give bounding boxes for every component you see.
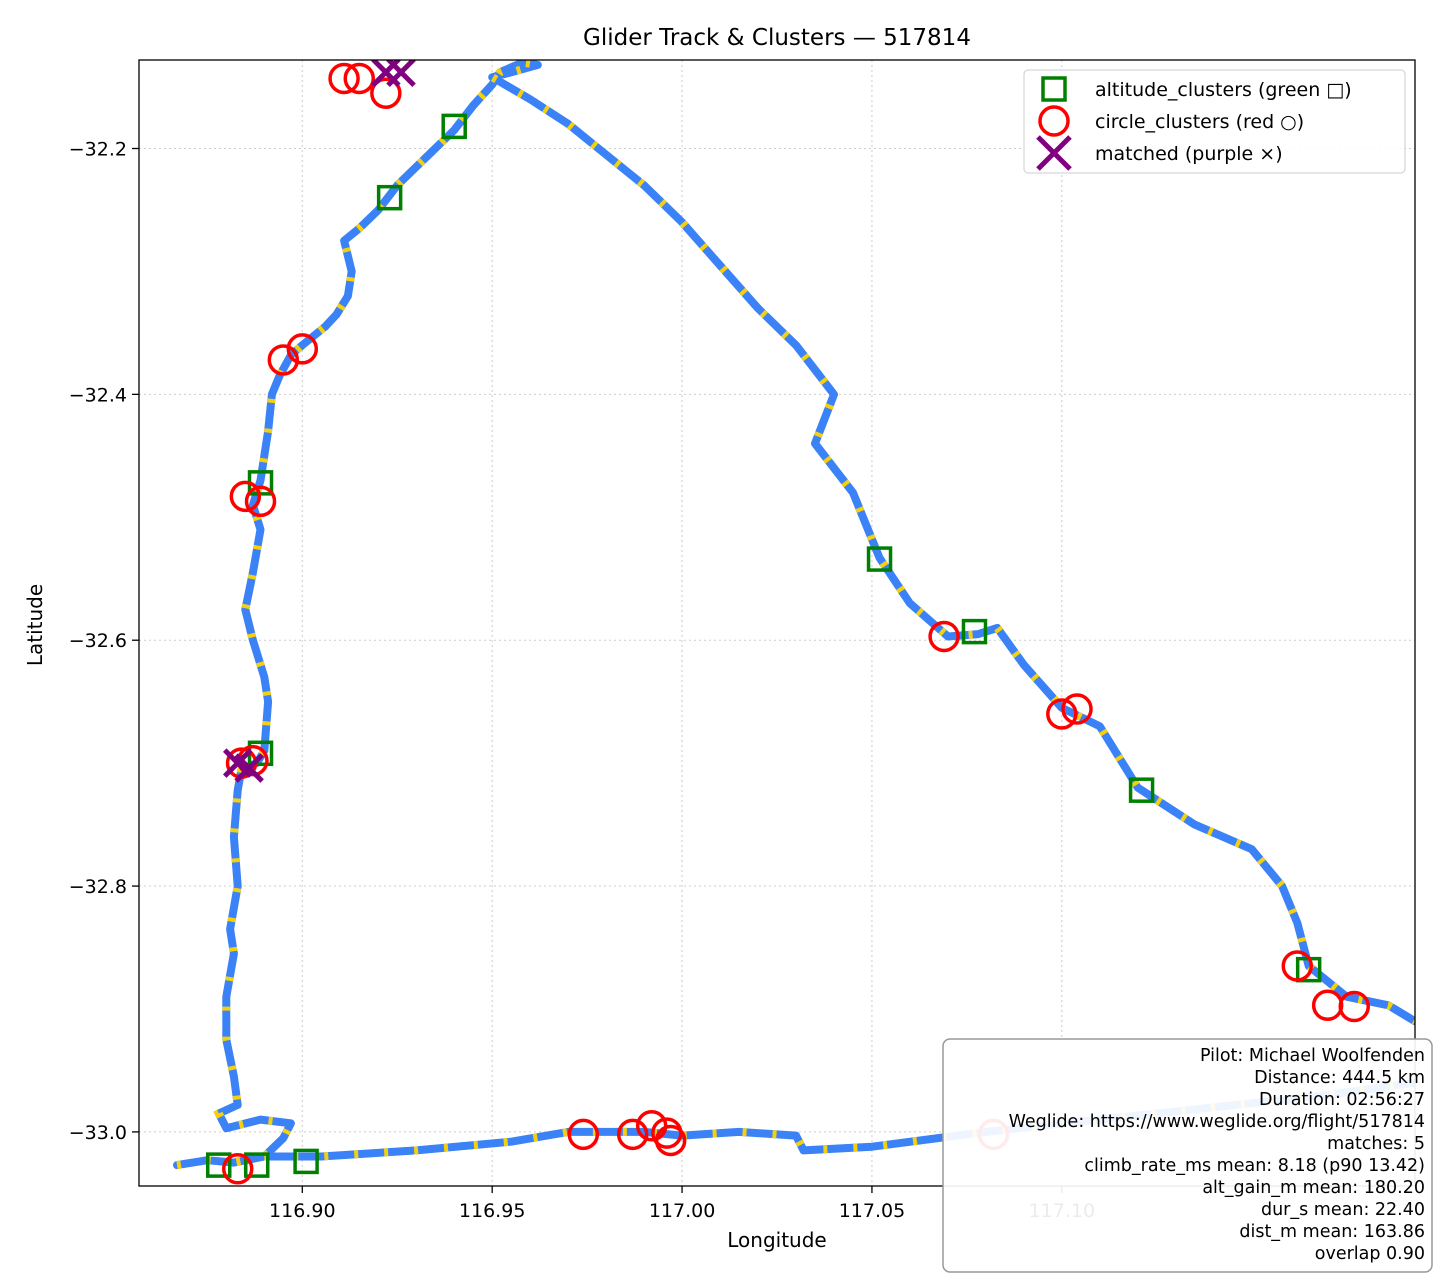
altitude-cluster-marker <box>441 113 467 140</box>
altitude-cluster-marker <box>1128 777 1155 803</box>
track-line-highlight <box>176 60 1415 1170</box>
chart-title: Glider Track & Clusters — 517814 <box>583 25 971 51</box>
circle-cluster-marker <box>616 1118 649 1151</box>
circle-cluster-marker <box>328 62 360 95</box>
altitude-cluster-marker <box>243 1152 270 1178</box>
circle-cluster-marker <box>1338 990 1370 1023</box>
info-line: alt_gain_m mean: 180.20 <box>1202 1178 1425 1198</box>
circle-cluster-marker <box>343 62 376 95</box>
info-line: dist_m mean: 163.86 <box>1239 1222 1425 1242</box>
circle-cluster-marker <box>928 620 960 653</box>
altitude-cluster-marker <box>961 618 988 645</box>
x-tick-label: 116.95 <box>459 1200 525 1222</box>
circle-cluster-marker <box>1061 693 1093 725</box>
y-tick-label: −32.8 <box>69 876 127 898</box>
matched-marker <box>386 60 416 88</box>
y-tick-label: −32.2 <box>69 139 127 161</box>
circle-cluster-marker <box>370 77 402 109</box>
y-tick-label: −33.0 <box>69 1122 127 1144</box>
info-line: climb_rate_ms mean: 8.18 (p90 13.42) <box>1084 1156 1425 1176</box>
circle-cluster-marker <box>267 344 300 376</box>
x-tick-label: 116.90 <box>269 1200 335 1222</box>
altitude-cluster-marker <box>376 184 403 211</box>
circle-cluster-marker <box>221 1153 254 1185</box>
legend-box <box>1023 69 1406 174</box>
y-axis-label: Latitude <box>23 584 47 666</box>
info-line: Weglide: https://www.weglide.org/flight/… <box>1009 1112 1425 1132</box>
info-line: Pilot: Michael Woolfenden <box>1200 1046 1425 1066</box>
legend: altitude_clusters (green □) circle_clust… <box>1023 69 1406 174</box>
x-tick-label: 117.05 <box>839 1200 905 1222</box>
altitude-cluster-marker <box>293 1148 319 1175</box>
circle-cluster-marker <box>244 485 277 518</box>
circle-cluster-marker <box>229 480 262 513</box>
circle-cluster-marker <box>651 1117 683 1149</box>
circle-cluster-marker <box>286 333 319 365</box>
info-line: matches: 5 <box>1327 1134 1425 1154</box>
circle-cluster-marker <box>567 1118 600 1151</box>
legend-label-circle: circle_clusters (red ○) <box>1095 111 1304 133</box>
info-line: overlap 0.90 <box>1315 1244 1425 1264</box>
legend-marker-circle <box>1038 105 1070 137</box>
legend-marker-x <box>1036 135 1072 171</box>
circle-cluster-marker <box>1046 698 1078 730</box>
info-line: dur_s mean: 22.40 <box>1261 1200 1425 1220</box>
altitude-cluster-marker <box>866 546 893 572</box>
x-axis-label: Longitude <box>727 1228 826 1252</box>
legend-label-matched: matched (purple ×) <box>1095 143 1283 165</box>
x-tick-label: 117.00 <box>649 1200 715 1222</box>
matched-marker <box>234 753 264 783</box>
y-tick-label: −32.6 <box>69 630 127 652</box>
y-tick-label: −32.4 <box>69 384 127 406</box>
info-line: Distance: 444.5 km <box>1254 1068 1425 1088</box>
y-ticks: −32.2 −32.4 −32.6 −32.8 −33.0 <box>69 139 139 1144</box>
legend-label-altitude: altitude_clusters (green □) <box>1095 79 1352 101</box>
info-box-frame <box>942 1038 1433 1273</box>
info-line: Duration: 02:56:27 <box>1259 1090 1425 1110</box>
altitude-cluster-marker <box>206 1152 232 1178</box>
legend-marker-square <box>1041 76 1067 102</box>
plot-frame <box>138 59 1416 1187</box>
circle-cluster-marker <box>1281 950 1314 982</box>
